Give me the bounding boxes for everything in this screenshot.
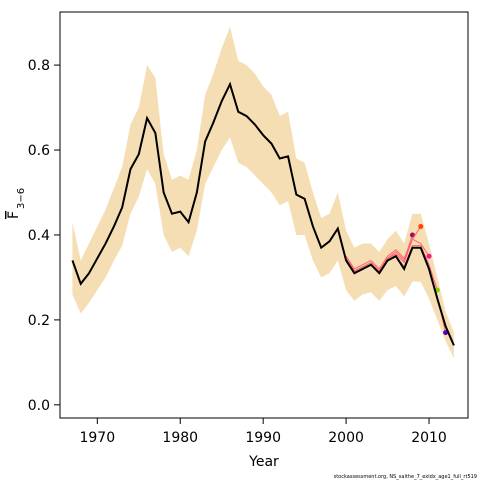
footnote: stockassessment.org, NS_saithe_7_exidx_a… [334, 474, 477, 480]
y-tick-label: 0.4 [28, 228, 50, 244]
series-line [345, 238, 430, 272]
retro-point [426, 253, 432, 259]
retro-point [409, 232, 415, 238]
x-tick-label: 2000 [328, 430, 364, 446]
retro-point [418, 223, 424, 229]
y-label-sub: 3−6 [16, 188, 27, 209]
y-axis-label: F 3−6 [6, 188, 27, 219]
y-tick-label: 0.6 [28, 143, 50, 159]
confidence-band [72, 26, 454, 359]
series-line [345, 226, 422, 270]
y-label-main: F [6, 211, 22, 219]
x-tick-label: 2010 [411, 430, 447, 446]
series-line [71, 81, 455, 346]
x-tick-label: 1970 [79, 430, 115, 446]
y-tick-label: 0.8 [28, 58, 50, 74]
y-tick-label: 0.0 [28, 398, 50, 414]
x-axis-label: Year [248, 454, 279, 470]
x-tick-label: 1990 [245, 430, 281, 446]
x-tick-label: 1980 [162, 430, 198, 446]
plot-frame [59, 11, 469, 419]
y-tick-label: 0.2 [28, 313, 50, 329]
